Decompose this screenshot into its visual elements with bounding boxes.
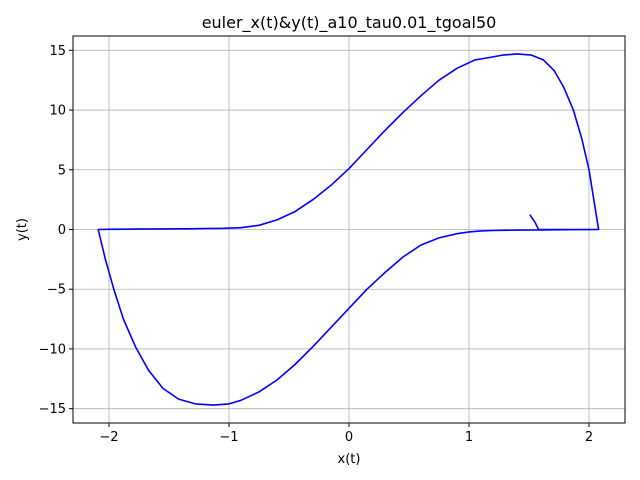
y-tick-label: 10 bbox=[49, 104, 66, 119]
x-tick-label: 1 bbox=[465, 430, 473, 445]
y-axis-label: y(t) bbox=[15, 218, 30, 241]
x-tick-label: −2 bbox=[99, 430, 118, 445]
y-tick-label: 0 bbox=[58, 223, 66, 238]
y-tick-label: −15 bbox=[39, 402, 66, 417]
series-line bbox=[97, 53, 600, 406]
x-axis-label: x(t) bbox=[338, 452, 361, 467]
x-tick-label: −1 bbox=[219, 430, 238, 445]
x-tick-label: 0 bbox=[345, 430, 353, 445]
chart-title: euler_x(t)&y(t)_a10_tau0.01_tgoal50 bbox=[202, 13, 497, 33]
y-tick-label: −5 bbox=[47, 283, 66, 298]
y-tick-label: 5 bbox=[58, 163, 66, 178]
plot-lines bbox=[97, 53, 600, 406]
y-tick-label: 15 bbox=[49, 44, 66, 59]
y-tick-label: −10 bbox=[39, 342, 66, 357]
x-tick-label: 2 bbox=[585, 430, 593, 445]
